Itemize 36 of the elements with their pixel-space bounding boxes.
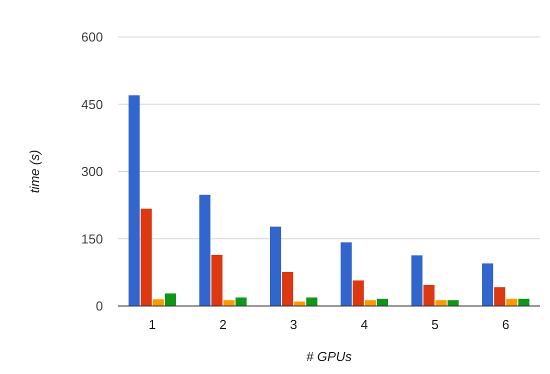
x-tick-label: 5 <box>431 317 439 332</box>
bar <box>211 254 222 306</box>
bar <box>236 297 247 306</box>
x-tick-label: 1 <box>148 317 156 332</box>
x-axis-title: # GPUs <box>306 349 352 364</box>
bar <box>482 263 494 306</box>
bar <box>282 272 294 306</box>
bar <box>411 255 422 306</box>
bar <box>376 298 388 306</box>
bar <box>140 208 152 306</box>
y-tick-label: 600 <box>81 30 103 45</box>
bar <box>270 226 282 306</box>
bar <box>494 287 506 306</box>
bar <box>506 298 518 306</box>
bar <box>448 300 459 306</box>
bar <box>518 298 530 306</box>
bar <box>294 302 306 306</box>
x-tick-label: 6 <box>502 317 510 332</box>
x-tick-label: 2 <box>219 317 227 332</box>
bar <box>199 194 210 306</box>
bar <box>223 300 235 306</box>
y-tick-label: 450 <box>81 96 103 112</box>
bar <box>340 242 352 306</box>
bar <box>423 284 435 306</box>
x-tick-label: 3 <box>290 317 298 332</box>
bar <box>128 95 140 306</box>
y-tick-label: 150 <box>81 231 103 246</box>
y-tick-label: 300 <box>81 164 103 180</box>
x-tick-label: 4 <box>360 317 368 332</box>
y-tick-label: 0 <box>96 298 103 314</box>
bar <box>352 280 364 306</box>
bar <box>364 300 376 306</box>
bar <box>164 293 176 306</box>
y-axis-title: time (s) <box>27 150 42 194</box>
bar <box>436 300 447 306</box>
bar <box>306 297 318 306</box>
